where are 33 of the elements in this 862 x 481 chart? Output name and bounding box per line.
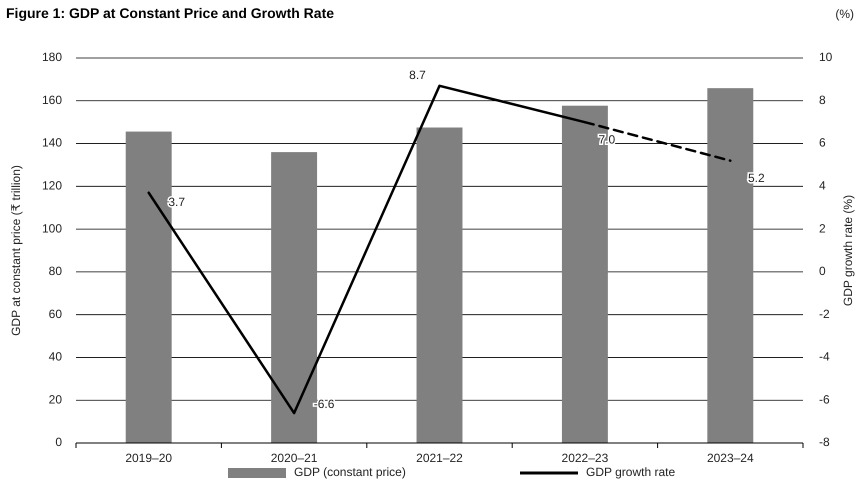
legend-label: GDP (constant price) [294,465,406,480]
x-tick-label: 2022–23 [562,451,609,465]
y-tick-label: 80 [48,264,62,278]
y-tick-label: 0 [55,435,62,450]
y-tick-label: 60 [48,306,62,321]
text: (%) [835,7,854,21]
y2-tick-label: -6 [819,392,830,406]
y2-tick-label: 0 [819,264,826,278]
y2-tick-label: 8 [819,92,826,107]
y2-tick-label: -2 [819,306,830,321]
data-label: 8.7 [409,68,426,82]
y-tick-label: 140 [42,136,62,150]
y-axis-title: GDP at constant price (₹ trillion) [9,165,23,336]
chart-title: Figure 1: GDP at Constant Price and Growth Rate [6,5,334,21]
y2-tick-label: -4 [819,350,830,364]
y2-tick-label: 6 [819,136,826,150]
x-tick-label: 2021–22 [416,451,464,465]
y2-tick-label: -8 [819,435,830,450]
x-tick-label: 2020–21 [270,451,318,465]
y2-tick-label: 2 [819,221,826,236]
x-tick-label: 2019–20 [125,451,172,465]
y-tick-label: 20 [48,392,62,406]
y-tick-label: 160 [42,92,62,107]
y2-tick-label: 4 [819,178,826,193]
y-tick-label: 180 [42,50,62,64]
y-tick-label: 100 [42,221,62,236]
y2-axis-title: GDP growth rate (%) [841,194,855,306]
y-tick-label: 120 [42,178,62,193]
x-tick-label: 2023–24 [706,451,754,465]
y2-tick-label: 10 [819,50,833,64]
bar [416,128,462,443]
y-tick-label: 40 [48,350,62,364]
legend-label: GDP growth rate [586,465,676,480]
